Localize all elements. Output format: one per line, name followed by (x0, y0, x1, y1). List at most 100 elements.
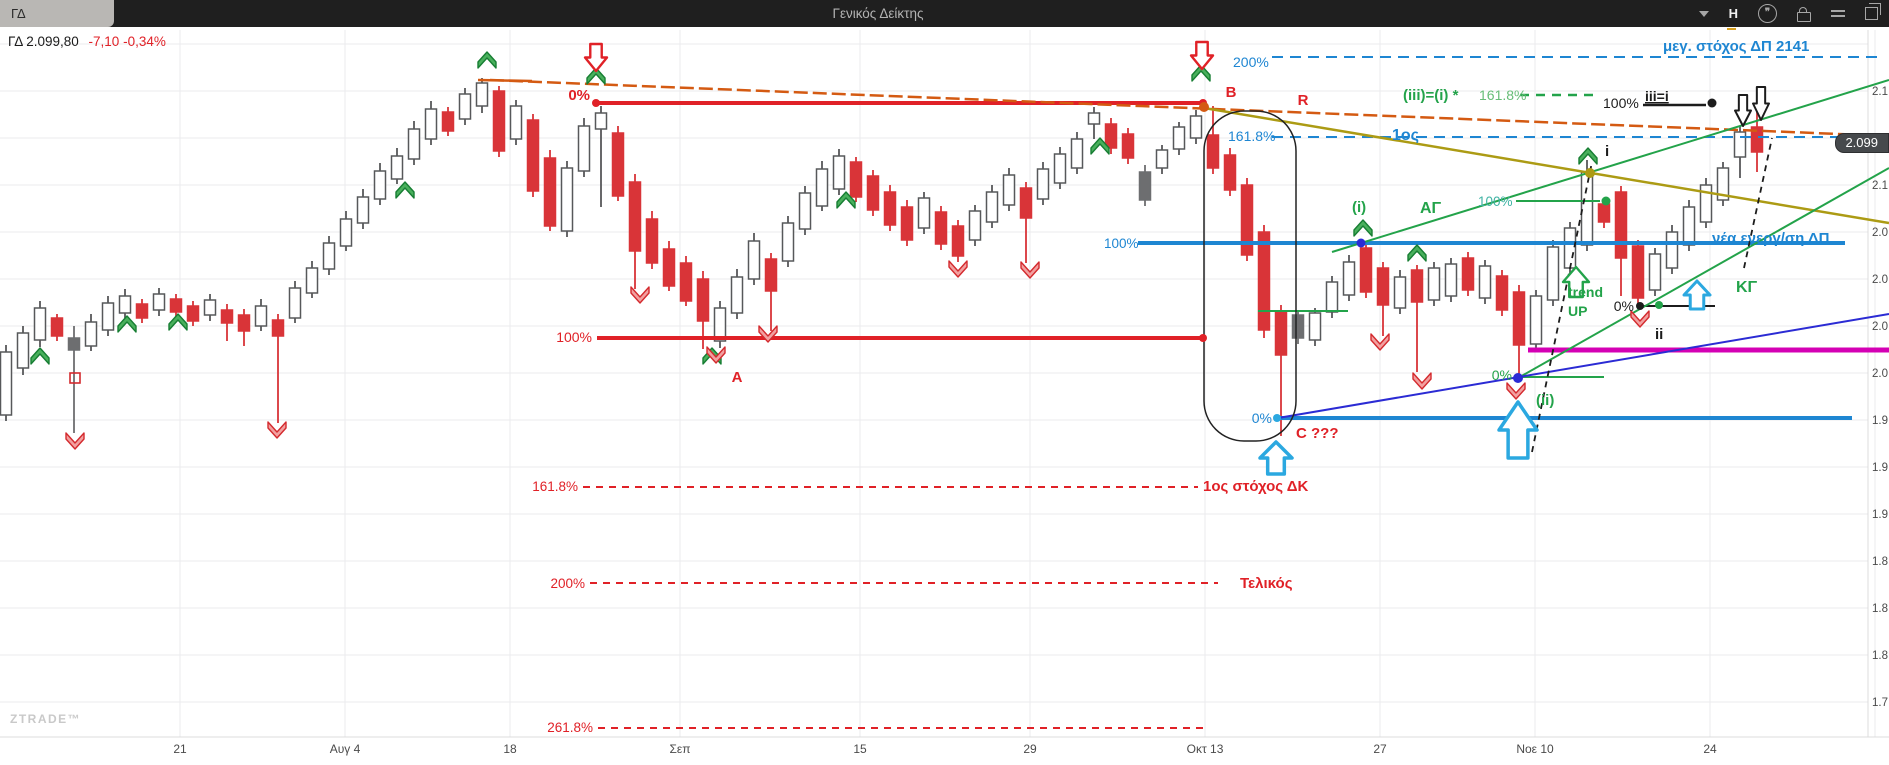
candlestick (1087, 107, 1101, 139)
candlestick (798, 186, 812, 235)
candlestick (968, 205, 982, 246)
candlestick (543, 150, 557, 231)
lock-icon[interactable] (1797, 0, 1811, 27)
candlestick (730, 269, 744, 319)
candlestick (679, 256, 693, 306)
candlestick (271, 314, 285, 423)
buy-chevron-icon (395, 181, 415, 199)
candlestick (832, 149, 846, 195)
candlestick (1750, 108, 1764, 172)
candlestick (560, 161, 574, 237)
quote-change: -7,10 -0,34% (88, 34, 166, 49)
last-price-tag: 2.099 (1835, 133, 1889, 153)
candlestick (288, 281, 302, 323)
anchor-dot (1707, 98, 1717, 108)
analysis-lines (477, 56, 1889, 729)
buy-chevron-icon (1090, 137, 1110, 155)
y-axis-label: 1.9 (1872, 415, 1888, 427)
candlestick (849, 157, 863, 202)
x-axis-label: 29 (1023, 742, 1037, 756)
down-arrow-icon (1734, 94, 1752, 127)
sell-chevron-icon (948, 260, 968, 278)
y-axis-label: 1.9 (1872, 462, 1888, 474)
annotation-label: ΑΓ (1420, 200, 1442, 217)
annotation-label: (ii) (1536, 392, 1554, 409)
candlestick (1495, 270, 1509, 316)
sell-chevron-icon (65, 432, 85, 450)
quote-icon[interactable]: ❞ (1758, 4, 1777, 23)
titlebar-controls: H ❞ (1698, 0, 1881, 30)
anchor-dot (1199, 334, 1207, 342)
candlestick (1189, 110, 1203, 144)
y-axis-label: 1.8 (1872, 603, 1888, 615)
candlestick (1172, 122, 1186, 155)
buy-chevron-icon (836, 191, 856, 209)
anchor-dot (1199, 102, 1209, 112)
candlestick (1240, 178, 1254, 261)
candlestick (764, 253, 778, 331)
annotation-label: 200% (550, 576, 585, 591)
buy-chevron-icon (1578, 147, 1598, 165)
window-title: Γενικός Δείκτης (832, 6, 924, 21)
ztrade-watermark: ZTRADE™ (10, 712, 82, 726)
orange-downtrend-line (489, 78, 1889, 138)
annotation-label: 0% (1492, 367, 1512, 383)
sell-chevron-icon (1412, 372, 1432, 390)
y-axis-label: 2.0 (1872, 227, 1888, 239)
olive-downtrend-line (1203, 106, 1889, 225)
sell-chevron-icon (1506, 382, 1526, 400)
x-axis: 21 Αυγ 4 18 Σεπ 15 29 Οκτ 13 27 Νοε 10 24 (173, 742, 1717, 756)
up-arrow-icon (1561, 265, 1591, 299)
annotation-label: 100% (556, 329, 592, 345)
sell-chevron-icon (1020, 261, 1040, 279)
candlestick (1104, 118, 1118, 154)
annotation-label: 200% (1233, 54, 1269, 70)
candlestick (424, 101, 438, 145)
candlestick (1546, 240, 1560, 306)
annotation-labels: 0% 100% 161.8% 200% 261.8% 1ος στόχος ΔΚ Τελικ… (532, 38, 1829, 735)
candlestick (781, 216, 795, 267)
annotation-label: 161.8% (1479, 87, 1526, 103)
candlestick (1733, 126, 1747, 178)
anchor-dot (1655, 301, 1663, 309)
candlestick (84, 314, 98, 351)
candlestick (1512, 285, 1526, 374)
sell-chevron-icon (706, 346, 726, 364)
menu-icon[interactable] (1831, 0, 1845, 27)
candlestick (1291, 310, 1305, 344)
annotation-label: R (1298, 92, 1309, 109)
annotation-label: 1ος στόχος ΔΚ (1203, 478, 1308, 495)
candlestick (1206, 106, 1220, 174)
candlestick (203, 294, 217, 321)
candlestick (0, 345, 13, 421)
sell-chevron-icon (1630, 310, 1650, 328)
candlestick (747, 233, 761, 285)
y-axis-label: 2.1 (1872, 180, 1888, 192)
candlestick (1699, 178, 1713, 228)
candlestick (662, 241, 676, 291)
candlestick (577, 118, 591, 177)
x-axis-label: Αυγ 4 (330, 742, 361, 756)
chevron-down-icon[interactable] (1698, 0, 1709, 27)
candlestick (1308, 308, 1322, 346)
candlestick (441, 107, 455, 136)
candlestick (509, 100, 523, 145)
candlestick (1155, 145, 1169, 174)
annotation-arrows (583, 40, 1770, 476)
windows-layout-icon[interactable] (1865, 0, 1881, 27)
anchor-dot (1356, 238, 1366, 248)
anchor-dot (592, 99, 600, 107)
symbol-tab[interactable]: ΓΔ (0, 0, 114, 27)
black-dashed-impulse-i (1531, 161, 1593, 453)
down-arrow-icon (583, 42, 609, 73)
candlestick (101, 296, 115, 336)
annotation-label: UP (1568, 303, 1587, 319)
sell-chevron-icon (630, 286, 650, 304)
help-icon[interactable]: H (1726, 0, 1738, 30)
candlestick (1359, 243, 1373, 298)
candlestick (1529, 290, 1543, 350)
quote-line: ΓΔ 2.099,80 -7,10 -0,34% (8, 34, 166, 49)
annotation-label: i (1605, 143, 1609, 160)
